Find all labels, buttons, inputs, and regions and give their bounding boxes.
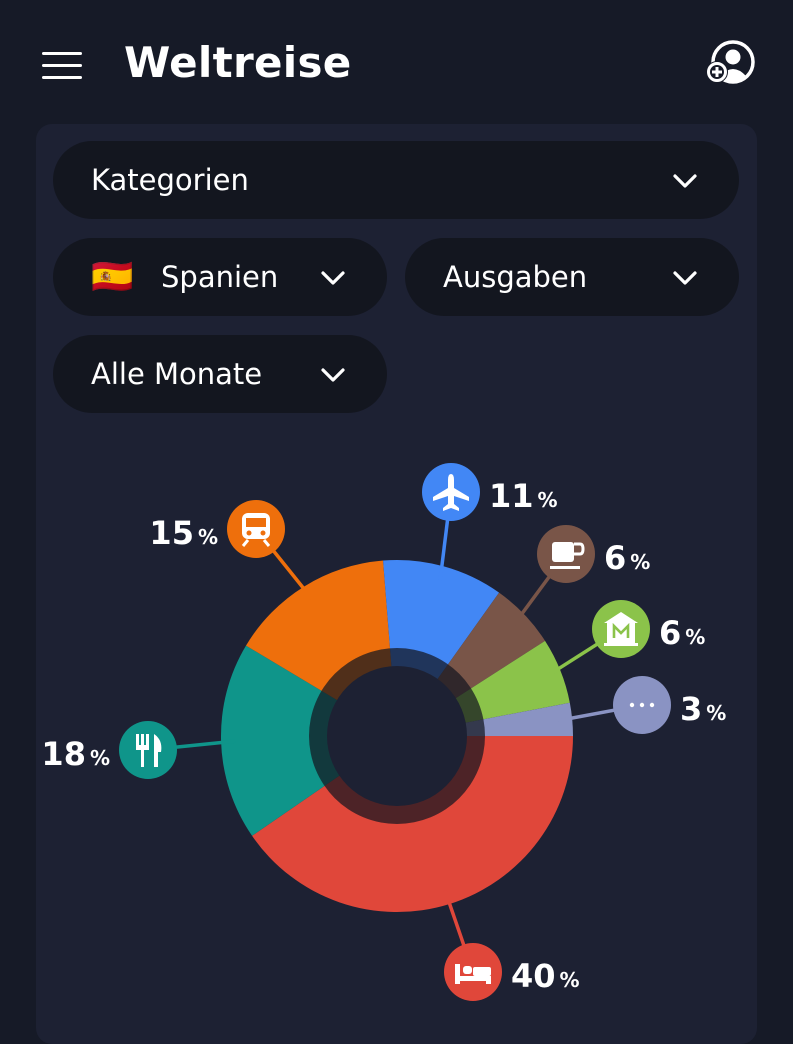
type-dropdown[interactable]: Ausgaben [405, 238, 739, 316]
percent-label: 6% [659, 614, 705, 652]
airplane-icon [422, 463, 480, 521]
type-dropdown-label: Ausgaben [443, 260, 588, 294]
category-dropdown[interactable]: Kategorien [53, 141, 739, 219]
percent-label: 18% [41, 735, 110, 773]
percent-label: 3% [680, 690, 726, 728]
more-dots-icon [613, 676, 671, 734]
country-dropdown[interactable]: 🇪🇸 Spanien [53, 238, 387, 316]
country-dropdown-label: Spanien [161, 260, 279, 294]
percent-unit: % [90, 746, 110, 770]
percent-value: 11 [489, 477, 534, 515]
chevron-down-icon [321, 271, 345, 285]
donut-slice-essen[interactable] [220, 645, 397, 836]
period-dropdown[interactable]: Alle Monate [53, 335, 387, 413]
percent-value: 6 [659, 614, 681, 652]
museum-icon [592, 600, 650, 658]
percent-unit: % [198, 525, 218, 549]
percent-unit: % [560, 968, 580, 992]
percent-label: 15% [149, 514, 218, 552]
fork-knife-icon [119, 721, 177, 779]
percent-label: 6% [604, 539, 650, 577]
percent-value: 18 [41, 735, 86, 773]
percent-unit: % [706, 701, 726, 725]
period-dropdown-label: Alle Monate [91, 357, 263, 391]
percent-label: 40% [511, 957, 580, 995]
percent-unit: % [685, 625, 705, 649]
chevron-down-icon [673, 271, 697, 285]
percent-value: 3 [680, 690, 702, 728]
percent-value: 40 [511, 957, 556, 995]
chevron-down-icon [321, 368, 345, 382]
add-user-icon[interactable] [704, 40, 756, 86]
hamburger-menu-icon[interactable] [40, 48, 84, 82]
percent-value: 15 [149, 514, 194, 552]
spain-flag-icon: 🇪🇸 [91, 257, 134, 297]
top-app-bar: Weltreise [0, 0, 793, 128]
donut-slice-unterkunft[interactable] [252, 736, 573, 913]
percent-value: 6 [604, 539, 626, 577]
chevron-down-icon [673, 174, 697, 188]
category-dropdown-label: Kategorien [91, 163, 249, 197]
percent-label: 11% [489, 477, 558, 515]
donut-hole [327, 666, 467, 806]
percent-unit: % [538, 488, 558, 512]
coffee-cup-icon [537, 525, 595, 583]
train-icon [227, 500, 285, 558]
percent-unit: % [630, 550, 650, 574]
bed-icon [444, 943, 502, 1001]
app-title: Weltreise [124, 38, 352, 87]
